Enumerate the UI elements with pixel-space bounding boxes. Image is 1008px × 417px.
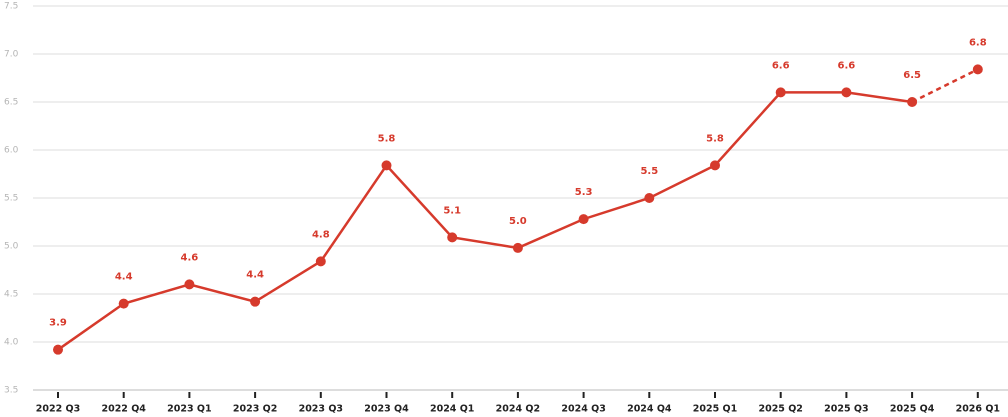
x-tick-label: 2026 Q1 [956, 404, 1000, 415]
value-label: 5.8 [378, 133, 396, 144]
x-tick-label: 2025 Q1 [693, 404, 737, 415]
x-tick-label: 2023 Q4 [364, 404, 409, 415]
point [184, 279, 195, 290]
point [447, 232, 458, 243]
x-tick-label: 2023 Q3 [299, 404, 343, 415]
value-label: 6.6 [772, 60, 790, 71]
point [841, 87, 852, 98]
x-tick-label: 2024 Q1 [430, 404, 474, 415]
value-label: 5.8 [706, 133, 724, 144]
point [118, 298, 129, 309]
value-label: 5.0 [509, 216, 527, 227]
point [710, 160, 720, 171]
line [911, 68, 979, 104]
point [972, 64, 983, 75]
value-label: 4.8 [312, 229, 330, 240]
point [381, 160, 392, 171]
x-tick-label: 2025 Q4 [890, 404, 935, 415]
point [315, 256, 326, 267]
point [907, 97, 918, 107]
x-tick-label: 2024 Q4 [627, 404, 672, 415]
value-label: 6.8 [969, 37, 987, 48]
x-tick-label: 2024 Q3 [561, 404, 605, 415]
point [644, 193, 655, 203]
x-tick-label: 2023 Q1 [167, 404, 211, 415]
value-label: 5.1 [443, 205, 461, 216]
point [775, 87, 786, 98]
x-tick-label: 2025 Q3 [824, 404, 868, 415]
y-tick-label: 6.0 [4, 146, 19, 156]
y-tick-label: 6.5 [4, 98, 18, 108]
point [578, 214, 589, 225]
point [53, 344, 63, 355]
x-tick-label: 2023 Q2 [233, 404, 277, 415]
y-tick-label: 3.5 [4, 386, 18, 396]
line [57, 91, 913, 351]
point [250, 296, 261, 307]
x-tick-label: 2022 Q4 [101, 404, 146, 415]
value-label: 4.4 [115, 272, 133, 283]
y-tick-label: 4.5 [4, 290, 18, 300]
value-label: 5.5 [640, 166, 658, 177]
x-tick-label: 2024 Q2 [496, 404, 540, 415]
y-tick-label: 7.0 [4, 50, 19, 60]
value-label: 6.5 [903, 70, 921, 81]
point [512, 242, 523, 253]
value-label: 5.3 [575, 187, 593, 198]
x-tick-label: 2025 Q2 [758, 404, 802, 415]
value-label: 4.6 [181, 252, 199, 263]
y-tick-label: 4.0 [4, 338, 19, 348]
value-label: 6.6 [838, 60, 856, 71]
y-tick-label: 5.5 [4, 194, 18, 204]
value-label: 3.9 [49, 318, 67, 329]
value-label: 4.4 [246, 270, 264, 281]
x-tick-label: 2022 Q3 [36, 404, 80, 415]
y-tick-label: 5.0 [4, 242, 19, 252]
y-tick-label: 7.5 [4, 2, 18, 12]
